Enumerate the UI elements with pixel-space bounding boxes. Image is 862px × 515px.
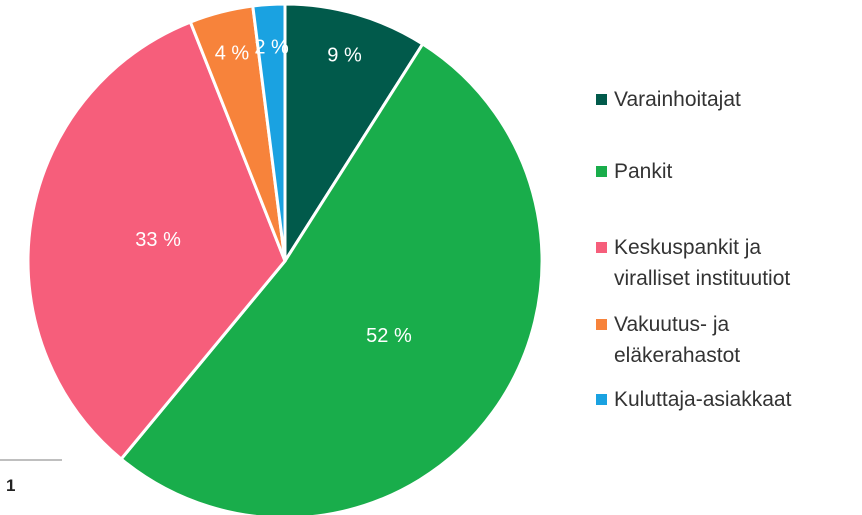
legend-label: Kuluttaja-asiakkaat <box>614 388 792 411</box>
legend-label: Keskuspankit ja viralliset instituutiot <box>614 236 791 290</box>
legend-label: Pankit <box>614 160 673 183</box>
data-label: 2 % <box>254 36 289 58</box>
data-label: 33 % <box>135 229 181 251</box>
data-label: 4 % <box>215 43 250 65</box>
pie-slice <box>26 20 287 462</box>
legend-item: Vakuutus- ja eläkerahastot <box>596 309 841 371</box>
legend-item: Varainhoitajat <box>596 84 841 115</box>
pie-slice <box>283 2 425 267</box>
pie-slice <box>251 2 287 262</box>
data-label: 9 % <box>327 44 362 66</box>
data-label: 52 % <box>366 325 412 347</box>
legend-swatch <box>596 319 607 330</box>
annotation: 1 <box>6 476 16 495</box>
legend-swatch <box>596 394 607 405</box>
legend-label: Vakuutus- ja eläkerahastot <box>614 313 741 367</box>
legend-swatch <box>596 94 607 105</box>
legend-item: Kuluttaja-asiakkaat <box>596 384 841 415</box>
legend-swatch <box>596 166 607 177</box>
pie-slice <box>119 41 544 515</box>
legend-item: Pankit <box>596 156 841 187</box>
legend-item: Keskuspankit ja viralliset instituutiot <box>596 232 841 294</box>
legend-label: Varainhoitajat <box>614 88 741 111</box>
legend-swatch <box>596 242 607 253</box>
